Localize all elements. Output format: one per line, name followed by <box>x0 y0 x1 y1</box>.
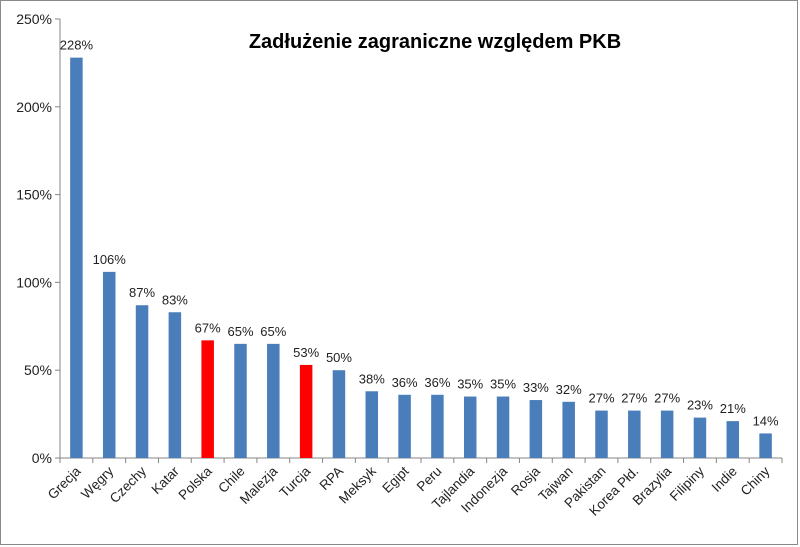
category-label: Indie <box>709 464 740 495</box>
data-label: 38% <box>359 371 385 386</box>
bar-katar <box>168 312 182 458</box>
bar-malezja <box>267 343 280 458</box>
bar-czechy <box>135 305 149 458</box>
data-label: 27% <box>588 391 614 406</box>
y-axis: 0% 50% 100% 150% 200% 250% <box>16 11 61 466</box>
y-tick-label: 150% <box>16 187 52 203</box>
data-label: 33% <box>523 380 549 395</box>
data-label: 36% <box>424 375 450 390</box>
data-label: 14% <box>753 413 779 428</box>
bar-indie <box>726 421 740 458</box>
data-label: 23% <box>687 398 713 413</box>
bar-korea-płd- <box>628 410 641 458</box>
bar-grecja <box>70 57 83 459</box>
bar-tajlandia <box>463 396 477 458</box>
data-label: 35% <box>457 377 483 392</box>
bars <box>70 57 772 459</box>
data-label: 27% <box>621 391 647 406</box>
data-label: 36% <box>392 375 418 390</box>
bar-turcja <box>299 364 313 458</box>
data-label: 35% <box>490 377 516 392</box>
bar-filipiny <box>693 417 707 458</box>
bar-rosja <box>529 400 543 458</box>
y-tick-label: 200% <box>16 99 52 115</box>
data-label: 65% <box>227 324 253 339</box>
x-axis <box>59 457 783 463</box>
data-label: 53% <box>293 345 319 360</box>
bar-peru <box>431 394 444 458</box>
data-label: 21% <box>720 401 746 416</box>
bar-brazylia <box>660 410 674 458</box>
data-label: 27% <box>654 391 680 406</box>
bar-egipt <box>398 394 411 458</box>
data-label: 65% <box>260 324 286 339</box>
bar-polska <box>201 340 214 458</box>
category-label: Polska <box>176 463 216 503</box>
data-label: 50% <box>326 350 352 365</box>
bar-chile <box>234 343 247 458</box>
bar-rpa <box>332 370 346 458</box>
y-tick-label: 100% <box>16 274 52 290</box>
bar-chiny <box>759 433 772 458</box>
category-label: Chiny <box>738 463 773 498</box>
category-label: Malezja <box>237 463 281 507</box>
bar-węgry <box>102 271 116 458</box>
category-label: Meksyk <box>336 463 379 506</box>
category-label: Egipt <box>379 463 412 496</box>
data-label: 67% <box>195 320 221 335</box>
y-tick-label: 250% <box>16 11 52 27</box>
bar-tajwan <box>562 401 575 458</box>
bar-indonezja <box>496 396 510 458</box>
bar-pakistan <box>595 410 608 458</box>
category-label: Czechy <box>107 463 150 506</box>
data-labels: 228% 106% 87% 83% 67% 65% 65% 53% 50% 38% 36% 36% 35… <box>60 38 779 429</box>
category-label: Grecja <box>45 463 84 502</box>
category-label: RPA <box>317 464 347 494</box>
category-label: Filipiny <box>667 463 707 503</box>
data-label: 83% <box>162 292 188 307</box>
y-tick-label: 0% <box>32 450 52 466</box>
chart-title: Zadłużenie zagraniczne względem PKB <box>248 31 622 53</box>
data-label: 228% <box>60 38 94 53</box>
y-tick-label: 50% <box>24 362 52 378</box>
data-label: 106% <box>93 252 127 267</box>
data-label: 87% <box>129 285 155 300</box>
bar-meksyk <box>365 391 379 458</box>
data-label: 32% <box>556 382 582 397</box>
category-label: Turcja <box>276 463 313 500</box>
